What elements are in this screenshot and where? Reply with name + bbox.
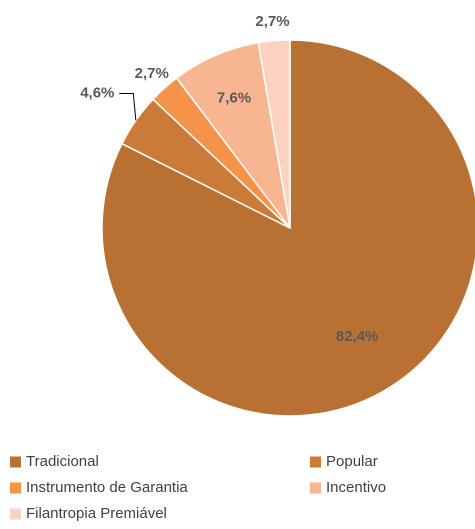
pie-slice — [257, 39, 291, 229]
legend-swatch — [10, 508, 21, 520]
data-label: 7,6% — [217, 90, 251, 107]
data-label: 82,4% — [336, 328, 379, 345]
legend-label: Filantropia Premiável — [26, 505, 167, 522]
legend-label: Instrumento de Garantia — [26, 479, 188, 496]
legend-label: Popular — [326, 453, 378, 470]
legend-swatch — [10, 456, 21, 468]
data-label: 2,7% — [255, 13, 289, 30]
data-label: 4,6% — [80, 84, 114, 101]
legend-label: Tradicional — [26, 453, 99, 470]
legend-swatch — [310, 482, 321, 494]
legend-label: Incentivo — [326, 479, 386, 496]
legend-swatch — [10, 482, 21, 494]
leader-line — [119, 92, 137, 121]
data-label: 2,7% — [135, 65, 169, 82]
legend-swatch — [310, 456, 321, 468]
